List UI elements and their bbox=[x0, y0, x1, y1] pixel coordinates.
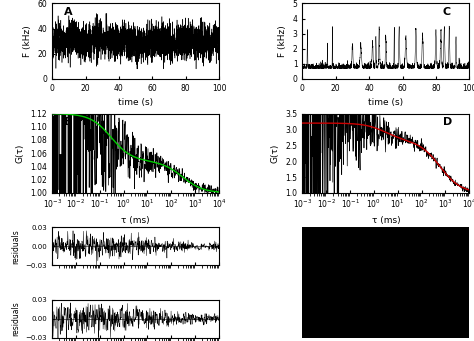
Text: C: C bbox=[443, 7, 451, 17]
Y-axis label: residuals: residuals bbox=[11, 229, 20, 264]
Y-axis label: F (kHz): F (kHz) bbox=[23, 25, 32, 57]
Y-axis label: F (kHz): F (kHz) bbox=[278, 25, 287, 57]
X-axis label: τ (ms): τ (ms) bbox=[121, 216, 150, 225]
Y-axis label: residuals: residuals bbox=[11, 301, 20, 336]
X-axis label: τ (ms): τ (ms) bbox=[372, 216, 400, 225]
Text: D: D bbox=[443, 117, 452, 128]
Text: B: B bbox=[64, 117, 72, 128]
Y-axis label: G(τ): G(τ) bbox=[16, 144, 25, 163]
Y-axis label: G(τ): G(τ) bbox=[271, 144, 280, 163]
Text: A: A bbox=[64, 7, 73, 17]
X-axis label: time (s): time (s) bbox=[368, 99, 403, 107]
X-axis label: time (s): time (s) bbox=[118, 99, 153, 107]
